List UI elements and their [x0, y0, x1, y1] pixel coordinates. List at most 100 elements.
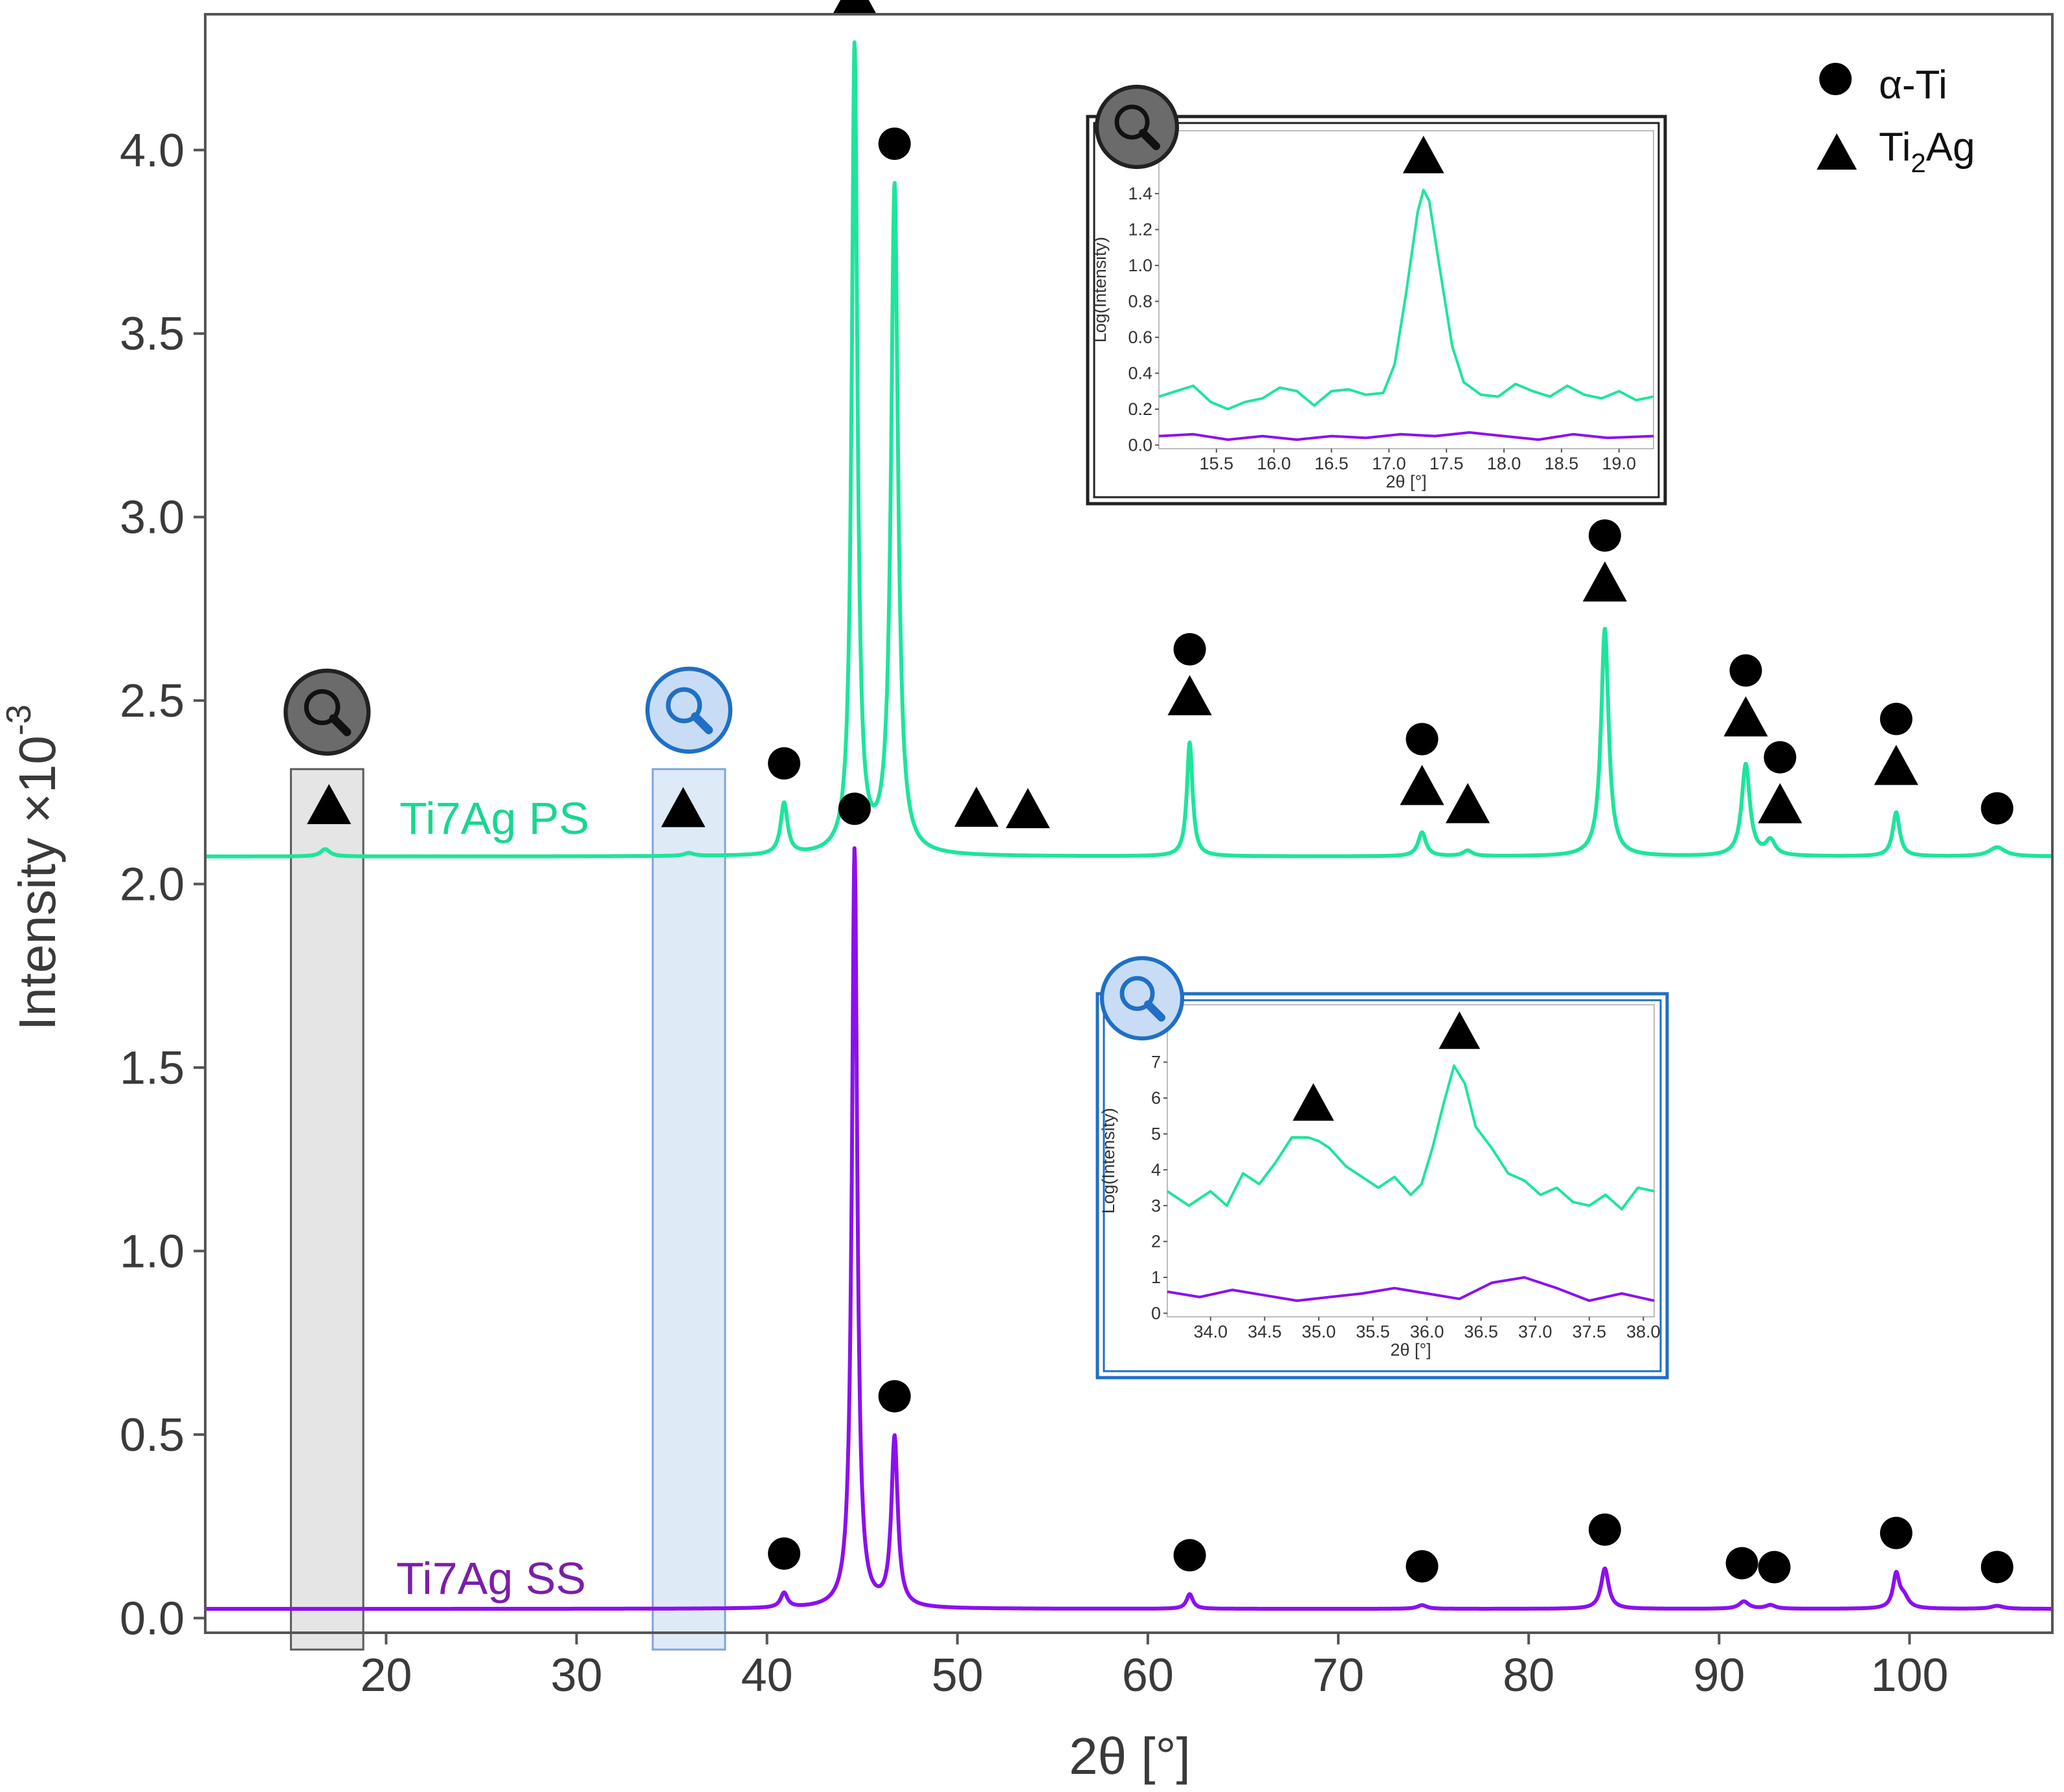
y-axis-label-exponent: -3 — [0, 704, 38, 735]
inset-y-tick-label: 0.6 — [1128, 328, 1152, 347]
inset-x-tick-label: 17.0 — [1372, 454, 1406, 473]
marker-ti2ag — [1758, 783, 1802, 823]
legend-ti2ag-subscript: 2 — [1911, 148, 1925, 178]
legend-triangle-marker — [1817, 133, 1857, 170]
marker-alpha-ti — [1588, 519, 1621, 552]
magnifier-lens — [304, 689, 341, 726]
x-tick-label: 80 — [1503, 1650, 1554, 1701]
series-label-ps: Ti7Ag PS — [399, 793, 589, 844]
x-tick-label: 100 — [1870, 1650, 1948, 1701]
inset-x-tick-label: 15.5 — [1200, 454, 1234, 473]
marker-alpha-ti — [1980, 792, 2014, 825]
inset-y-tick-label: 0.8 — [1128, 292, 1152, 311]
marker-alpha-ti — [1764, 741, 1797, 774]
legend-ti2ag-suffix: Ag — [1926, 125, 1975, 170]
x-tick-label: 20 — [360, 1650, 412, 1701]
marker-ti2ag — [1167, 675, 1212, 715]
legend-label-alpha-ti: α-Ti — [1879, 63, 1947, 107]
marker-alpha-ti — [1729, 654, 1762, 687]
marker-alpha-ti — [838, 792, 871, 825]
magnifier-background — [645, 666, 733, 754]
legend-circle-marker — [1819, 63, 1852, 95]
inset-x-axis-label: 2θ [°] — [1385, 472, 1426, 491]
inset-y-tick-label: 0.2 — [1128, 399, 1152, 419]
magnifier-handle — [1139, 129, 1160, 150]
inset-x-tick-label: 37.5 — [1572, 1322, 1606, 1341]
inset-series-line-ps — [1158, 188, 1654, 410]
marker-alpha-ti — [1406, 722, 1439, 756]
marker-ti2ag — [1400, 765, 1444, 805]
inset-x-tick-label: 36.5 — [1464, 1322, 1498, 1341]
series-line-ss — [203, 846, 2054, 1611]
y-tick-label: 2.0 — [120, 859, 185, 911]
inset-y-tick-label: 0.4 — [1128, 363, 1152, 383]
magnifier-background — [284, 668, 371, 756]
marker-ti2ag — [1874, 745, 1918, 785]
inset-y-tick-label: 0 — [1151, 1303, 1161, 1323]
x-tick-label: 40 — [741, 1650, 793, 1701]
x-axis-label: 2θ [°] — [1069, 1727, 1191, 1785]
y-tick-label: 3.0 — [120, 492, 185, 544]
magnifier-lens — [1114, 104, 1150, 140]
marker-alpha-ti — [1588, 1513, 1621, 1546]
inset-series-line-ss — [1167, 1276, 1655, 1303]
inset-y-tick-label: 7 — [1151, 1053, 1161, 1072]
marker-ti2ag — [954, 787, 999, 827]
marker-alpha-ti — [768, 747, 801, 780]
inset-y-tick-label: 2 — [1151, 1232, 1161, 1251]
legend-ti2ag-base: Ti — [1879, 125, 1911, 170]
peak-markers — [307, 0, 2014, 1584]
series-lines — [203, 40, 2054, 1611]
inset-y-tick-label: 1.4 — [1128, 184, 1152, 203]
marker-alpha-ti — [1173, 633, 1206, 666]
inset-y-tick-label: 1.2 — [1128, 220, 1152, 240]
y-tick-label: 1.5 — [120, 1042, 185, 1094]
inset-x-tick-label: 36.0 — [1410, 1322, 1444, 1341]
marker-ti2ag — [1292, 1083, 1334, 1121]
inset-x-tick-label: 16.5 — [1314, 454, 1349, 473]
inset-x-tick-label: 16.0 — [1257, 454, 1291, 473]
magnifier-lens — [1119, 976, 1155, 1011]
inset-series-line-ss — [1158, 431, 1654, 442]
x-tick-label: 70 — [1312, 1650, 1364, 1701]
series-line-ps — [203, 40, 2054, 858]
marker-ti2ag — [1439, 1011, 1481, 1049]
inset-x-axis-label: 2θ [°] — [1390, 1340, 1431, 1360]
inset-series-line-ps — [1166, 1064, 1655, 1211]
magnifier-handle — [691, 712, 713, 735]
inset-y-tick-label: 5 — [1151, 1124, 1161, 1143]
x-ticks: 20 30 40 50 60 70 80 90 100 — [360, 1633, 1948, 1701]
marker-alpha-ti — [1725, 1547, 1758, 1580]
y-axis-label: Intensity ×10-3 — [0, 704, 66, 1031]
magnifier-lens — [666, 687, 702, 724]
y-ticks: 0.0 0.5 1.0 1.5 2.0 2.5 3.0 3.5 4.0 — [120, 125, 205, 1644]
highlight-region-blue — [651, 768, 726, 1651]
highlight-region-gray — [289, 768, 365, 1651]
marker-alpha-ti — [878, 128, 911, 161]
inset-y-tick-label: 4 — [1151, 1160, 1161, 1180]
marker-ti2ag — [1445, 783, 1490, 823]
inset-frame-inner — [1093, 122, 1660, 498]
marker-ti2ag — [307, 783, 352, 824]
marker-ti2ag — [1402, 135, 1444, 174]
x-tick-label: 30 — [550, 1650, 602, 1701]
magnifier-handle — [1144, 1000, 1165, 1022]
inset-blue: 34.0 34.5 35.0 35.5 36.0 36.5 37.0 37.5 38.0 0 1 2 3… — [1095, 956, 1669, 1380]
y-tick-label: 4.0 — [120, 125, 185, 177]
x-tick-label: 90 — [1693, 1650, 1745, 1701]
y-tick-label: 1.0 — [120, 1226, 185, 1277]
marker-alpha-ti — [768, 1537, 801, 1570]
inset-x-tick-label: 37.0 — [1518, 1322, 1553, 1341]
inset-y-tick-label: 1 — [1151, 1268, 1161, 1287]
y-tick-label: 2.5 — [120, 675, 185, 727]
x-tick-label: 50 — [932, 1650, 983, 1701]
x-tick-label: 60 — [1122, 1650, 1174, 1701]
inset-x-tick-label: 35.0 — [1302, 1322, 1336, 1341]
marker-ti2ag — [1582, 561, 1627, 602]
search-icon — [284, 668, 371, 756]
marker-alpha-ti — [1879, 1516, 1913, 1549]
inset-x-tick-label: 17.5 — [1430, 454, 1464, 473]
plot-frame — [204, 13, 2054, 1634]
marker-ti2ag — [1723, 696, 1768, 737]
